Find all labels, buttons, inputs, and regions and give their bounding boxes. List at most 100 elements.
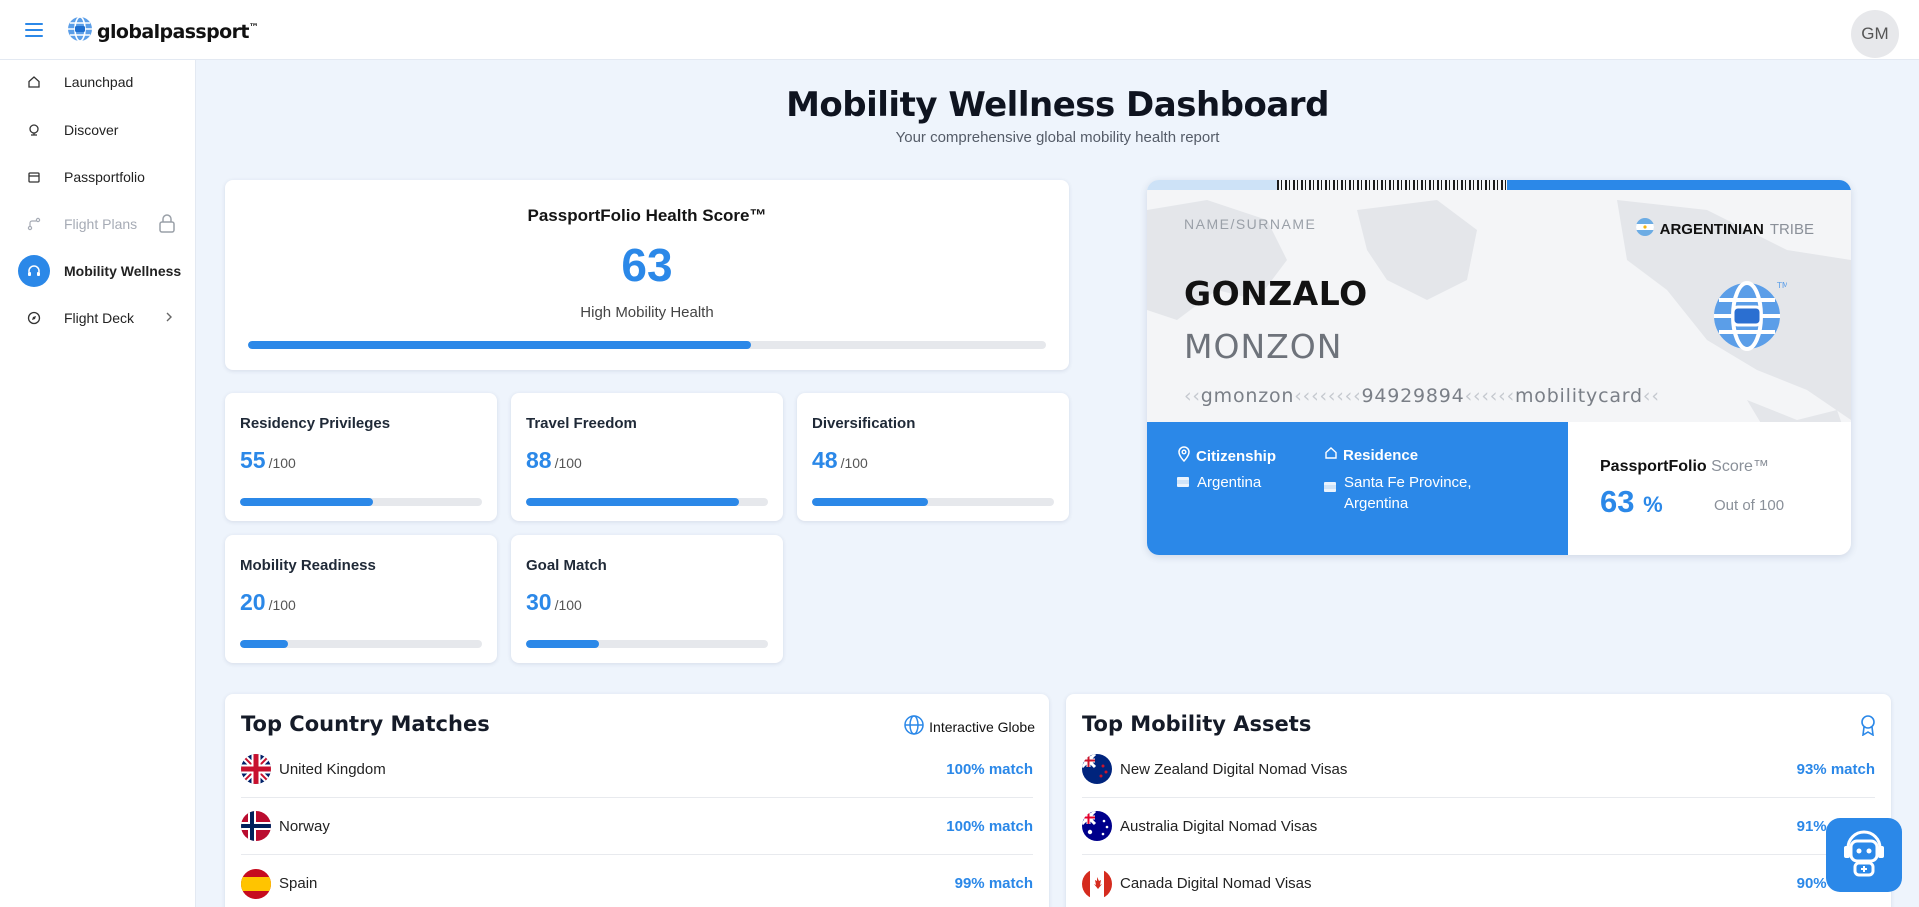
sidebar: Launchpad Discover Passportfolio Flight … bbox=[0, 60, 196, 907]
hamburger-menu-icon[interactable] bbox=[22, 18, 46, 42]
metric-title: Travel Freedom bbox=[526, 415, 637, 432]
flag-icon bbox=[1324, 472, 1336, 514]
health-score-title: PassportFolio Health Score™ bbox=[527, 206, 767, 225]
metric-value: 30/100 bbox=[526, 589, 582, 615]
top-bar: globalpassport™ GM bbox=[0, 0, 1919, 60]
sidebar-item-label: Flight Plans bbox=[64, 216, 138, 232]
metric-progress-bar bbox=[240, 640, 482, 648]
globe-emblem-icon: TM bbox=[1711, 276, 1789, 357]
top-mobility-assets-card: Top Mobility Assets New Zealand Digital … bbox=[1066, 694, 1891, 907]
location-pin-icon bbox=[1177, 446, 1191, 466]
country-name: Spain bbox=[279, 875, 318, 892]
uk-flag-icon bbox=[241, 754, 271, 784]
svg-text:TM: TM bbox=[1776, 281, 1787, 290]
metric-progress-fill bbox=[526, 498, 739, 506]
citizenship-label: Citizenship bbox=[1177, 446, 1276, 466]
sidebar-item-label: Flight Deck bbox=[64, 310, 135, 326]
mobility-asset-row[interactable]: New Zealand Digital Nomad Visas 93% matc… bbox=[1082, 741, 1875, 798]
spain-flag-icon bbox=[241, 868, 271, 899]
citizenship-value: Argentina bbox=[1177, 472, 1261, 493]
metric-title: Residency Privileges bbox=[240, 415, 391, 432]
last-name: MONZON bbox=[1184, 327, 1343, 366]
metric-title: Mobility Readiness bbox=[240, 557, 376, 574]
mobility-asset-row[interactable]: Canada Digital Nomad Visas 90% match bbox=[1082, 855, 1875, 907]
sidebar-item-flight-plans[interactable]: Flight Plans bbox=[18, 206, 186, 242]
globe-logo-icon bbox=[67, 16, 93, 47]
new-zealand-flag-icon bbox=[1082, 754, 1112, 784]
australia-flag-icon bbox=[1082, 811, 1112, 841]
headset-icon bbox=[18, 255, 50, 287]
mobility-asset-row[interactable]: Australia Digital Nomad Visas 91% match bbox=[1082, 798, 1875, 855]
sidebar-item-flight-deck[interactable]: Flight Deck bbox=[18, 300, 186, 336]
country-match-row[interactable]: Spain 99% match bbox=[241, 855, 1033, 907]
metric-progress-bar bbox=[240, 498, 482, 506]
first-name: GONZALO bbox=[1184, 274, 1368, 313]
metric-progress-fill bbox=[526, 640, 599, 648]
match-percentage: 100% match bbox=[946, 760, 1033, 778]
residence-label: Residence bbox=[1324, 446, 1418, 464]
health-score-value: 63 bbox=[621, 239, 673, 291]
metric-card-diversification: Diversification 48/100 bbox=[797, 393, 1069, 521]
compass-icon bbox=[18, 302, 50, 334]
sidebar-item-passportfolio[interactable]: Passportfolio bbox=[18, 159, 186, 195]
passportfolio-score-value: 63 % bbox=[1600, 484, 1663, 519]
health-progress-bar bbox=[248, 341, 1046, 349]
country-name: United Kingdom bbox=[279, 760, 386, 778]
mobility-passport-card: NAME/SURNAME ARGENTINIAN TRIBE GONZALO MO… bbox=[1147, 180, 1851, 555]
match-percentage: 99% match bbox=[954, 875, 1033, 892]
machine-readable-zone: ‹‹gmonzon‹‹‹‹‹‹‹‹94929894‹‹‹‹‹‹mobilityc… bbox=[1184, 385, 1660, 407]
metric-value: 88/100 bbox=[526, 447, 582, 473]
country-match-row[interactable]: Norway 100% match bbox=[241, 798, 1033, 855]
passportfolio-score-title: PassportFolio Score™ bbox=[1600, 458, 1769, 475]
lock-icon bbox=[158, 214, 176, 237]
sidebar-item-label: Mobility Wellness bbox=[64, 263, 182, 279]
route-icon bbox=[18, 208, 50, 240]
metric-value: 48/100 bbox=[812, 447, 868, 473]
flag-icon bbox=[1177, 472, 1189, 493]
norway-flag-icon bbox=[241, 811, 271, 841]
tribe-label: ARGENTINIAN TRIBE bbox=[1635, 218, 1814, 240]
sidebar-item-mobility-wellness[interactable]: Mobility Wellness bbox=[18, 253, 186, 289]
health-progress-fill bbox=[248, 341, 751, 349]
top-mobility-assets-title: Top Mobility Assets bbox=[1082, 712, 1312, 736]
metric-title: Diversification bbox=[812, 415, 916, 432]
metric-card-goal-match: Goal Match 30/100 bbox=[511, 535, 783, 663]
top-country-matches-title: Top Country Matches bbox=[241, 712, 490, 736]
asset-name: Canada Digital Nomad Visas bbox=[1120, 875, 1312, 892]
chatbot-robot-button[interactable] bbox=[1826, 818, 1902, 892]
metric-card-mobility-readiness: Mobility Readiness 20/100 bbox=[225, 535, 497, 663]
folder-icon bbox=[18, 161, 50, 193]
metric-progress-bar bbox=[526, 640, 768, 648]
health-score-label: High Mobility Health bbox=[580, 304, 714, 321]
metric-progress-bar bbox=[526, 498, 768, 506]
argentina-flag-icon bbox=[1635, 218, 1654, 240]
passportfolio-score-out-of: Out of 100 bbox=[1714, 497, 1785, 514]
residence-value: Santa Fe Province, Argentina bbox=[1324, 472, 1472, 514]
asset-name: New Zealand Digital Nomad Visas bbox=[1120, 760, 1348, 778]
user-avatar[interactable]: GM bbox=[1851, 10, 1899, 58]
home-icon bbox=[1324, 446, 1338, 464]
country-match-row[interactable]: United Kingdom 100% match bbox=[241, 741, 1033, 798]
app-logo[interactable]: globalpassport™ bbox=[67, 16, 259, 47]
sidebar-item-launchpad[interactable]: Launchpad bbox=[18, 64, 186, 100]
sidebar-item-discover[interactable]: Discover bbox=[18, 112, 186, 148]
interactive-globe-button[interactable]: Interactive Globe bbox=[903, 714, 1035, 739]
globe-icon bbox=[903, 714, 925, 739]
page-title: Mobility Wellness Dashboard bbox=[786, 85, 1329, 125]
metric-progress-fill bbox=[240, 640, 289, 648]
citizenship-residence-panel: Citizenship Argentina Residence Santa Fe… bbox=[1147, 422, 1568, 555]
award-ribbon-icon[interactable] bbox=[1859, 714, 1877, 736]
sidebar-item-label: Discover bbox=[64, 122, 119, 138]
sidebar-item-label: Launchpad bbox=[64, 74, 134, 90]
metric-card-residency-privileges: Residency Privileges 55/100 bbox=[225, 393, 497, 521]
metric-progress-bar bbox=[812, 498, 1054, 506]
robot-assistant-icon bbox=[1840, 828, 1888, 883]
chevron-right-icon bbox=[164, 310, 174, 327]
metric-value: 55/100 bbox=[240, 447, 296, 473]
country-name: Norway bbox=[279, 817, 330, 835]
sidebar-item-label: Passportfolio bbox=[64, 169, 145, 185]
barcode bbox=[1277, 180, 1507, 190]
logo-text: globalpassport™ bbox=[97, 20, 259, 43]
metric-progress-fill bbox=[240, 498, 374, 506]
metric-progress-fill bbox=[812, 498, 929, 506]
